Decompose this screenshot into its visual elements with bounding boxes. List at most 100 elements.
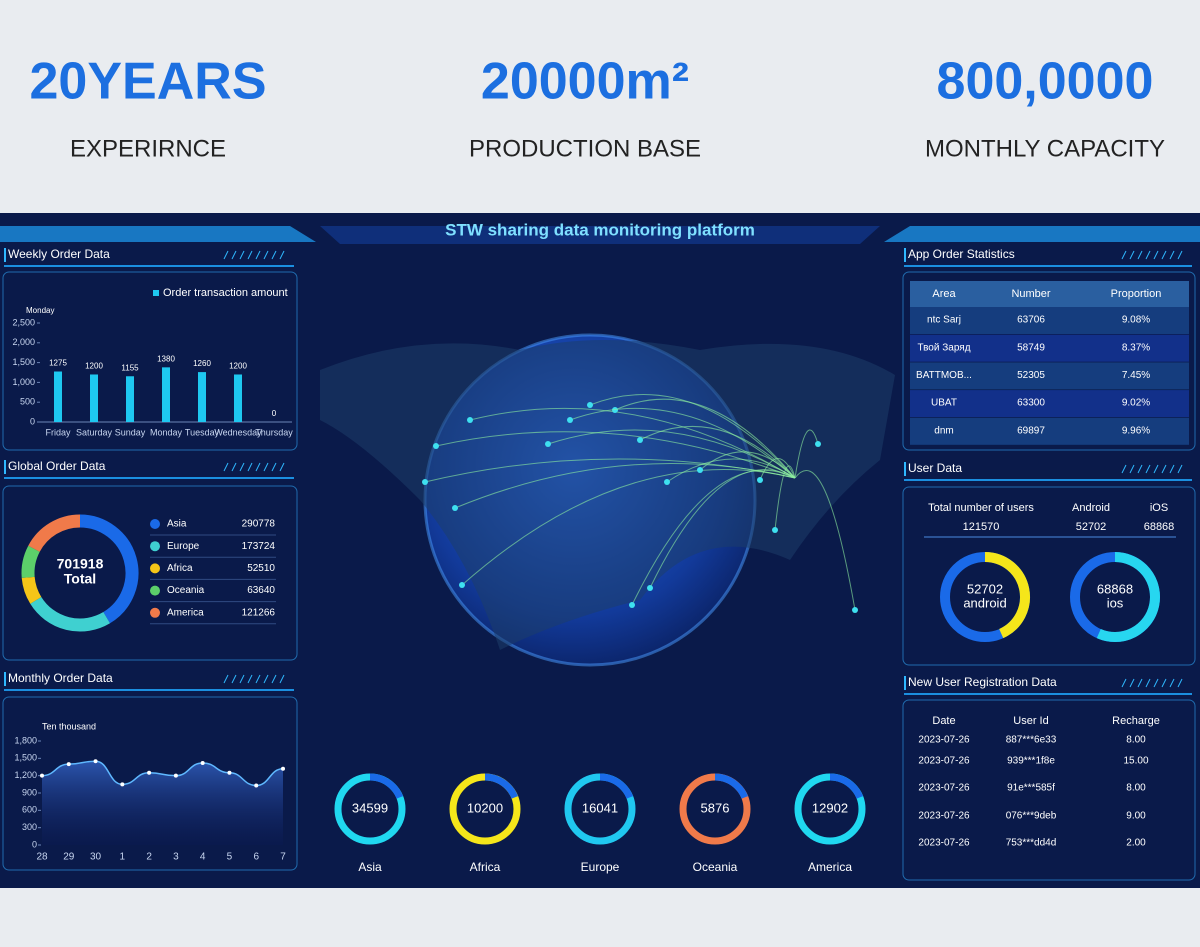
flight-arc (774, 465, 796, 531)
gauge-label: android (963, 595, 1006, 610)
table-cell: 91e***585f (1007, 783, 1055, 794)
donut-segment (21, 576, 42, 604)
y-tick-label: 900 (22, 787, 37, 797)
city-dot (757, 477, 763, 483)
x-tick-label: 4 (200, 852, 206, 863)
city-dot (422, 479, 428, 485)
ring-accent (714, 773, 749, 799)
city-dot (637, 437, 643, 443)
region-value: 12902 (812, 800, 848, 815)
flight-arc (424, 458, 796, 483)
header-hatch (1169, 678, 1175, 688)
table-cell: 9.00 (1126, 811, 1146, 822)
header-hatch (239, 674, 245, 684)
value-label: 1200 (85, 362, 103, 371)
panel-frame (902, 699, 1196, 881)
legend-label: Africa (167, 563, 193, 574)
line-point (173, 773, 178, 778)
table-cell: 63706 (1017, 315, 1045, 326)
city-dot (467, 417, 473, 423)
header-hatch (1153, 464, 1159, 474)
panel-frame (2, 271, 298, 451)
y-tick-label: 0 (32, 839, 37, 849)
x-tick-label: Saturday (76, 427, 113, 437)
header-hatch (1177, 464, 1183, 474)
stats-band (0, 0, 1200, 213)
bar (198, 372, 206, 422)
table-cell: 15.00 (1123, 756, 1148, 767)
stat-value: 20YEARS (30, 53, 267, 111)
stat-label: MONTHLY CAPACITY (925, 135, 1165, 162)
header-hatch (279, 250, 285, 260)
x-tick-label: 29 (63, 852, 75, 863)
table-row (910, 390, 1189, 418)
header-hatch (255, 462, 261, 472)
axis-note: Monday (26, 306, 54, 315)
city-dot (587, 402, 593, 408)
y-tick-label: 1,800 (14, 735, 37, 745)
y-tick-label: 300 (22, 822, 37, 832)
gauge-value: 68868 (1097, 581, 1133, 596)
legend-value: 52510 (247, 563, 275, 574)
region-name: Asia (358, 860, 382, 874)
donut-segment (21, 545, 40, 578)
city-dot (545, 441, 551, 447)
title-deco (0, 226, 316, 242)
x-tick-label: 28 (36, 852, 48, 863)
table-cell: dnm (934, 425, 953, 436)
ring-accent (599, 773, 634, 799)
header-hatch (247, 462, 253, 472)
header-marker (904, 676, 906, 690)
line-point (200, 760, 205, 765)
city-dot (647, 585, 653, 591)
header-hatch (1169, 250, 1175, 260)
bar (126, 376, 134, 422)
footer-band (0, 888, 1200, 942)
x-tick-label: 2 (146, 852, 152, 863)
legend-value: 121266 (242, 607, 276, 618)
legend-value: 290778 (242, 519, 276, 530)
table-cell: 2023-07-26 (918, 811, 970, 822)
flight-arc (639, 425, 796, 479)
header-hatch (223, 462, 229, 472)
region-value: 34599 (352, 800, 388, 815)
column-header: iOS (1150, 502, 1168, 514)
city-dot (567, 417, 573, 423)
column-header: Proportion (1111, 288, 1162, 300)
x-tick-label: Sunday (115, 427, 146, 437)
header-hatch (1137, 250, 1143, 260)
table-cell: 8.00 (1126, 735, 1146, 746)
header-hatch (1121, 250, 1127, 260)
table-cell: 753***dd4d (1006, 838, 1057, 849)
region-name: Oceania (693, 860, 738, 874)
flight-arc (435, 431, 796, 479)
panel-frame (2, 696, 298, 871)
stat-value: 800,0000 (937, 53, 1154, 111)
header-hatch (231, 250, 237, 260)
legend-dot (150, 607, 160, 618)
line-point (281, 766, 285, 771)
y-tick-label: 1,500 (14, 753, 37, 763)
content: 20YEARS EXPERIRNCE 20000m² PRODUCTION BASE 8… (2, 53, 1196, 881)
y-tick-label: 0 (30, 416, 35, 426)
legend-label: America (167, 607, 204, 618)
panel-frame (2, 485, 298, 661)
value-label: 1260 (193, 359, 211, 368)
x-tick-label: 5 (227, 852, 233, 863)
table-cell: UBAT (931, 398, 957, 409)
flight-arcs (422, 394, 858, 613)
panel-title: Weekly Order Data (8, 247, 110, 261)
city-dot (459, 582, 465, 588)
header-marker (4, 672, 6, 686)
flight-arc (461, 468, 796, 586)
ring-accent (369, 773, 404, 799)
header-hatch (271, 674, 277, 684)
value-label: 1380 (157, 354, 175, 363)
column-header: User Id (1013, 715, 1048, 727)
header-hatch (279, 674, 285, 684)
legend-dot (150, 563, 160, 574)
header-hatch (1153, 678, 1159, 688)
city-dot (852, 607, 858, 613)
city-dot (433, 443, 439, 449)
